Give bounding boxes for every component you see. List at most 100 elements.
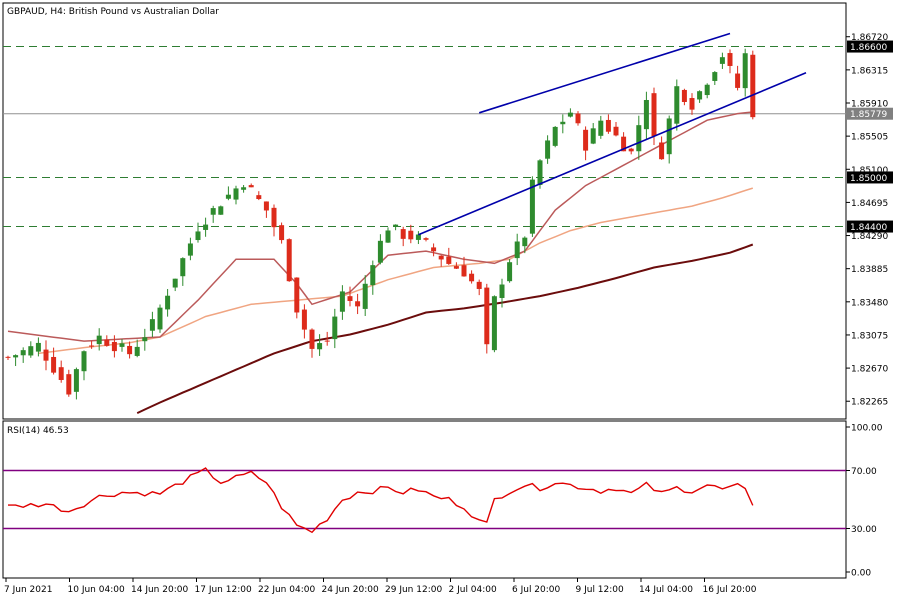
candle-body <box>157 307 163 330</box>
candle-body <box>263 201 269 211</box>
candle-body <box>636 125 642 152</box>
time-tick-label: 9 Jul 12:00 <box>576 585 625 595</box>
candle-body <box>408 230 414 240</box>
time-tick-label: 6 Jul 20:00 <box>512 585 561 595</box>
candle-body <box>81 351 87 372</box>
candle-body <box>750 54 756 118</box>
level-label: 1.85000 <box>850 174 887 184</box>
candle-body <box>659 142 665 160</box>
candle-body <box>484 287 490 345</box>
candle-body <box>172 278 178 288</box>
price-axis: 1.86720 1.86315 1.85910 1.85505 1.85100 1.846… <box>846 33 888 408</box>
candle-body <box>415 234 421 240</box>
candle-body <box>279 225 285 241</box>
rsi-panel-frame <box>2 420 847 579</box>
chart-title: GBPAUD, H4: British Pound vs Australian … <box>7 7 219 17</box>
candle-body <box>469 273 475 282</box>
candle-body <box>735 73 741 88</box>
candle-body <box>256 195 262 200</box>
rsi-tick-label: 0.00 <box>851 569 871 579</box>
candle-body <box>719 57 725 64</box>
rsi-tick-label: 70.00 <box>851 467 877 477</box>
time-tick-label: 16 Jul 20:00 <box>703 585 757 595</box>
candle-body <box>119 343 125 347</box>
candle-body <box>461 265 467 277</box>
level-label-box <box>847 171 893 184</box>
level-label-box <box>847 107 893 120</box>
candle-body <box>96 335 102 345</box>
candle-body <box>66 374 72 395</box>
candle-body <box>309 329 315 349</box>
price-panel-frame <box>2 2 847 420</box>
candle-body <box>347 296 353 301</box>
candle-body <box>5 356 11 358</box>
time-axis: 7 Jun 2021 10 Jun 04:00 14 Jun 20:00 17 Jun… <box>4 578 757 595</box>
candle-body <box>210 208 216 215</box>
candle-body <box>674 86 680 124</box>
candle-body <box>697 91 703 100</box>
candle-body <box>271 207 277 228</box>
candle-body <box>628 148 634 152</box>
horizontal-levels <box>3 46 846 228</box>
candle-body <box>332 316 338 340</box>
time-tick-label: 17 Jun 12:00 <box>195 585 252 595</box>
candle-body <box>522 237 528 247</box>
candle-body <box>727 53 733 66</box>
candle-body <box>621 136 627 152</box>
candle-body <box>142 337 148 342</box>
candle-body <box>583 129 589 151</box>
price-tick-label: 1.84695 <box>851 199 888 209</box>
candle-body <box>51 356 57 373</box>
candle-body <box>43 349 49 361</box>
candle-body <box>651 93 657 137</box>
candle-body <box>203 224 209 230</box>
price-tick-label: 1.83885 <box>851 265 888 275</box>
candle-body <box>476 281 482 289</box>
candle-body <box>537 160 543 185</box>
price-tick-label: 1.86315 <box>851 66 888 76</box>
rsi-indicator <box>3 467 846 534</box>
candle-body <box>560 121 566 125</box>
trend-channel <box>418 32 807 236</box>
candle-body <box>286 239 292 282</box>
candle-body <box>89 345 95 347</box>
candle-body <box>28 346 34 356</box>
candle-body <box>370 265 376 286</box>
time-tick-label: 24 Jun 20:00 <box>322 585 379 595</box>
level-label: 1.85779 <box>850 110 887 120</box>
candle-body <box>377 240 383 263</box>
candle-body <box>385 230 391 243</box>
candle-body <box>225 194 231 199</box>
candle-body <box>294 277 300 313</box>
price-tick-label: 1.83075 <box>851 331 888 341</box>
candle-body <box>317 343 323 350</box>
candle-body <box>111 341 117 352</box>
candle-body <box>491 296 497 351</box>
candle-body <box>689 98 695 110</box>
price-tick-label: 1.85505 <box>851 133 888 143</box>
candle-body <box>301 309 307 330</box>
candle-body <box>438 255 444 260</box>
candle-body <box>134 346 140 356</box>
candle-body <box>712 72 718 81</box>
candles <box>5 48 756 400</box>
candle-body <box>499 284 505 298</box>
candle-body <box>233 188 239 200</box>
candle-body <box>545 140 551 159</box>
candle-body <box>590 128 596 144</box>
price-tick-label: 1.82670 <box>851 365 888 375</box>
candle-body <box>104 339 110 346</box>
candle-body <box>149 319 155 331</box>
candle-body <box>400 229 406 239</box>
candle-body <box>248 185 254 188</box>
price-tick-label: 1.83480 <box>851 298 888 308</box>
time-tick-label: 10 Jun 04:00 <box>68 585 125 595</box>
level-labels: 1.86600 1.85779 1.85000 1.84400 <box>847 40 893 233</box>
time-tick-label: 7 Jun 2021 <box>4 585 52 595</box>
rsi-line <box>8 467 754 534</box>
channel-upper-line <box>478 32 731 114</box>
level-label-box <box>847 40 893 53</box>
candle-body <box>567 112 573 117</box>
